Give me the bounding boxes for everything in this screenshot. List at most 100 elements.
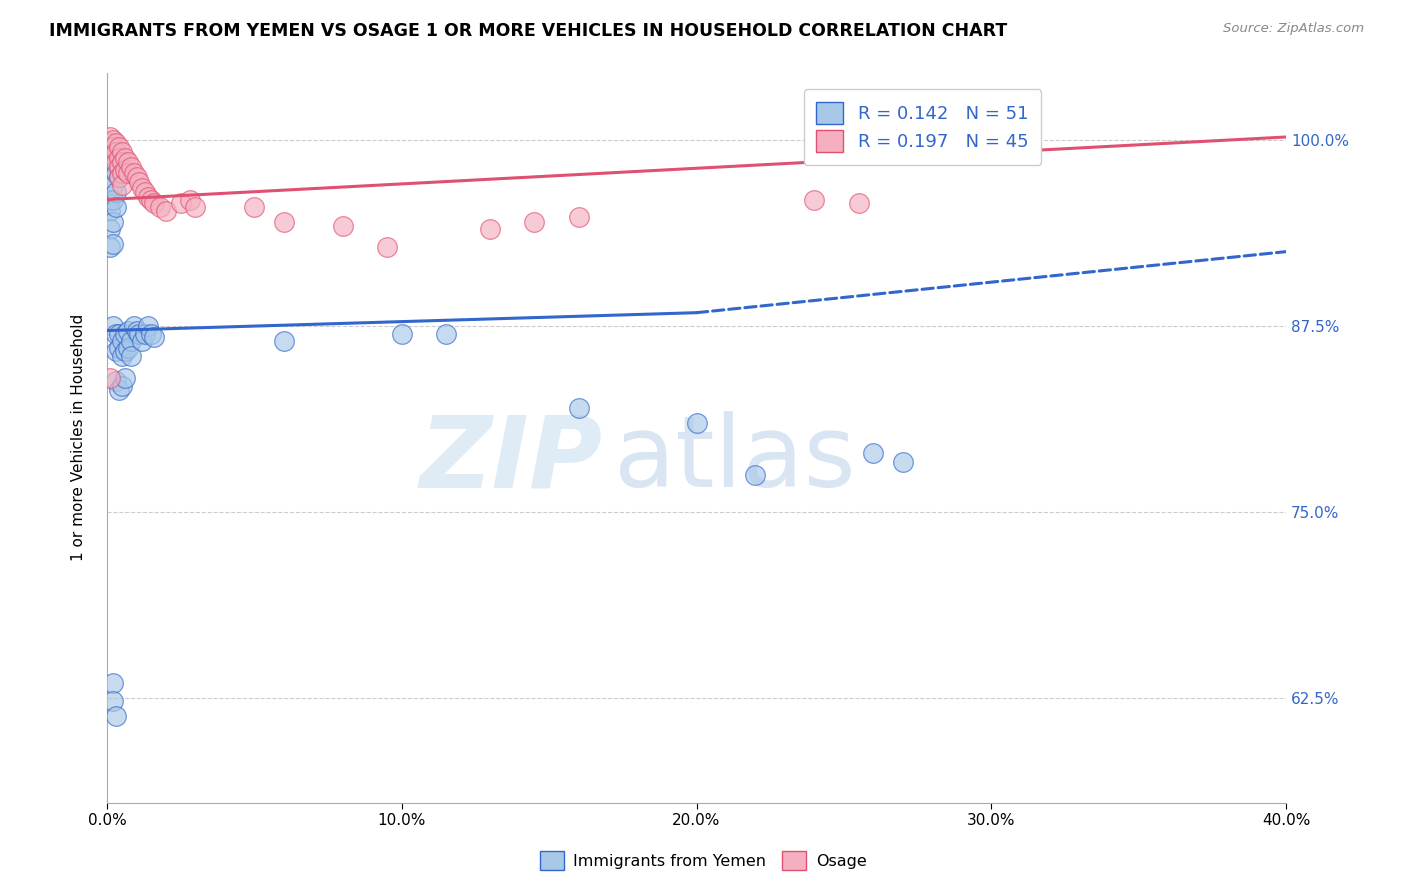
Point <box>101 133 124 147</box>
Point <box>101 193 124 207</box>
Point <box>120 334 142 348</box>
Point <box>523 215 546 229</box>
Point <box>104 166 127 180</box>
Point <box>117 155 139 169</box>
Point <box>101 155 124 169</box>
Y-axis label: 1 or more Vehicles in Household: 1 or more Vehicles in Household <box>72 314 86 561</box>
Point <box>111 378 134 392</box>
Point <box>108 342 131 356</box>
Point <box>111 349 134 363</box>
Point <box>120 349 142 363</box>
Point <box>101 148 124 162</box>
Point <box>862 445 884 459</box>
Point <box>111 155 134 169</box>
Point <box>138 319 160 334</box>
Point <box>332 219 354 234</box>
Point <box>803 193 825 207</box>
Point <box>114 371 136 385</box>
Point <box>108 151 131 165</box>
Point <box>114 344 136 359</box>
Point <box>143 195 166 210</box>
Legend: Immigrants from Yemen, Osage: Immigrants from Yemen, Osage <box>533 845 873 877</box>
Point <box>104 185 127 199</box>
Point <box>114 326 136 341</box>
Point <box>184 200 207 214</box>
Point <box>104 344 127 359</box>
Point <box>131 334 153 348</box>
Point <box>98 193 121 207</box>
Point <box>104 136 127 150</box>
Point <box>391 326 413 341</box>
Point <box>101 178 124 192</box>
Point <box>111 145 134 159</box>
Point <box>141 326 163 341</box>
Point <box>104 374 127 388</box>
Point <box>134 326 156 341</box>
Point <box>108 326 131 341</box>
Point <box>179 193 201 207</box>
Point <box>273 334 295 348</box>
Point <box>122 319 145 334</box>
Point <box>568 211 591 225</box>
Point <box>128 175 150 189</box>
Point <box>125 170 148 185</box>
Point <box>108 170 131 185</box>
Point <box>143 329 166 343</box>
Point <box>170 195 193 210</box>
Point <box>111 178 134 192</box>
Legend: R = 0.142   N = 51, R = 0.197   N = 45: R = 0.142 N = 51, R = 0.197 N = 45 <box>804 89 1042 165</box>
Point <box>108 170 131 185</box>
Point <box>98 222 121 236</box>
Point <box>122 166 145 180</box>
Point <box>114 151 136 165</box>
Point <box>104 200 127 214</box>
Point <box>138 189 160 203</box>
Point <box>104 709 127 723</box>
Point <box>101 319 124 334</box>
Point <box>98 148 121 162</box>
Point <box>111 166 134 180</box>
Point <box>101 676 124 690</box>
Point <box>155 204 177 219</box>
Point <box>980 130 1002 145</box>
Point <box>104 155 127 169</box>
Point <box>108 160 131 174</box>
Point <box>120 160 142 174</box>
Point <box>479 222 502 236</box>
Point <box>848 195 870 210</box>
Point <box>141 193 163 207</box>
Point <box>114 162 136 177</box>
Point <box>243 200 266 214</box>
Point <box>568 401 591 415</box>
Point <box>375 240 398 254</box>
Point <box>98 130 121 145</box>
Point <box>98 170 121 185</box>
Point <box>744 467 766 482</box>
Point <box>98 204 121 219</box>
Text: atlas: atlas <box>614 411 856 508</box>
Point <box>108 383 131 397</box>
Point <box>125 324 148 338</box>
Point <box>111 334 134 348</box>
Point <box>101 694 124 708</box>
Point <box>149 200 172 214</box>
Point <box>104 326 127 341</box>
Text: IMMIGRANTS FROM YEMEN VS OSAGE 1 OR MORE VEHICLES IN HOUSEHOLD CORRELATION CHART: IMMIGRANTS FROM YEMEN VS OSAGE 1 OR MORE… <box>49 22 1008 40</box>
Point <box>434 326 457 341</box>
Point <box>108 140 131 154</box>
Point <box>117 342 139 356</box>
Point <box>104 145 127 159</box>
Text: Source: ZipAtlas.com: Source: ZipAtlas.com <box>1223 22 1364 36</box>
Point <box>101 215 124 229</box>
Point <box>117 166 139 180</box>
Point <box>685 416 707 430</box>
Point <box>98 371 121 385</box>
Point <box>134 185 156 199</box>
Text: ZIP: ZIP <box>419 411 602 508</box>
Point <box>98 240 121 254</box>
Point <box>273 215 295 229</box>
Point <box>891 454 914 468</box>
Point <box>128 326 150 341</box>
Point <box>101 140 124 154</box>
Point <box>131 180 153 194</box>
